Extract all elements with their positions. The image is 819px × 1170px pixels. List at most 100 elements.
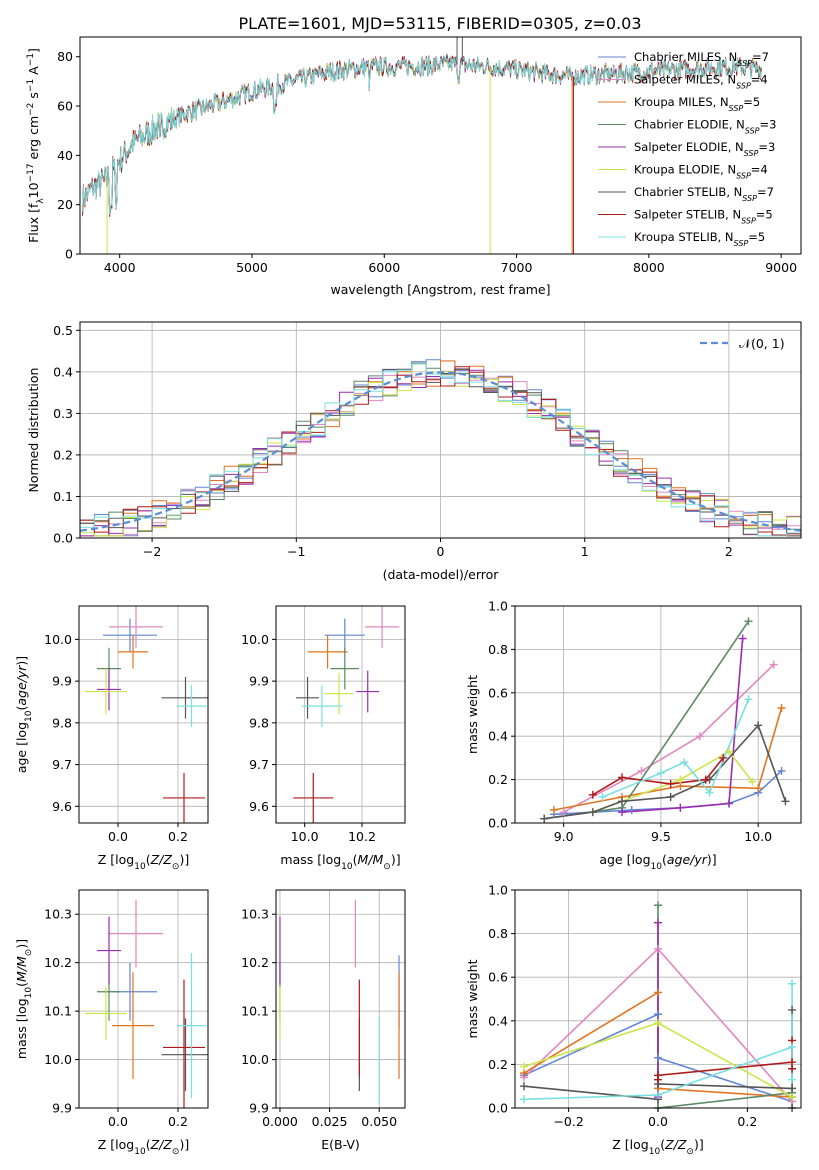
y-tick-label: 0.8 — [488, 642, 508, 657]
legend-label-normal: 𝒩(0, 1) — [739, 336, 785, 351]
legend-text: Chabrier ELODIE, N — [634, 118, 745, 132]
age_vs_mass-plot-area — [293, 606, 400, 823]
y-tick-label: 0 — [65, 247, 73, 262]
x-tick-label: 0.2 — [168, 1114, 188, 1129]
marker-chabrier_stelib — [788, 1084, 797, 1093]
x-tick-label: 10.0 — [291, 829, 319, 844]
y-tick-label: 0.6 — [488, 685, 508, 700]
mass_vs_EBV-plot-area — [279, 899, 400, 1104]
axes-frame — [78, 889, 209, 1109]
marker-kroupa_stelib — [788, 1042, 797, 1051]
legend-label-kroupa_miles: Kroupa MILES, NSSP=5 — [634, 95, 760, 113]
marker-kroupa_elodie — [519, 1062, 528, 1071]
label-part: 10 — [24, 987, 34, 999]
y-tick-label: 9.9 — [52, 1101, 72, 1116]
marker-salpeter_stelib — [654, 1071, 662, 1080]
marker-kroupa_miles — [654, 988, 662, 997]
x-tick-label: 0.050 — [361, 1114, 397, 1129]
y-tick-label: 9.7 — [249, 757, 269, 772]
label-part: Z/Z — [664, 1137, 687, 1152]
legend-text: Salpeter MILES, N — [634, 73, 736, 87]
legend-sub: SSP — [729, 104, 744, 113]
x-tick-label: 2 — [725, 544, 733, 559]
y-tick-label: 9.9 — [249, 1101, 269, 1116]
x-tick-label: 0.0 — [108, 829, 128, 844]
label-part: Z [log — [98, 1137, 134, 1152]
y-axis-label: Flux [fλ10−17 erg cm−2 s−1 A−1] — [26, 48, 46, 243]
line-kroupa_elodie — [592, 750, 754, 813]
x-tick-label: 0.0 — [648, 1114, 668, 1129]
label-part: 10 — [26, 182, 41, 198]
y-tick-label: 10.0 — [44, 632, 72, 647]
label-part: )] — [707, 852, 717, 867]
histogram-salpeter_stelib — [80, 366, 801, 537]
label-part: 10 — [24, 710, 34, 722]
y-tick-label: 10.1 — [44, 1004, 72, 1019]
y-tick-label: 10.0 — [241, 632, 269, 647]
marker-kroupa_elodie — [654, 1018, 662, 1027]
y-tick-label: 0.5 — [53, 323, 73, 338]
y-tick-label: 10.3 — [241, 907, 269, 922]
label-part: ⊙ — [172, 862, 180, 872]
axes-frame — [78, 605, 209, 824]
label-part: ] — [26, 48, 41, 53]
x-tick-label: 5000 — [236, 260, 268, 275]
marker-kroupa_elodie — [748, 777, 757, 786]
label-part: ( — [662, 852, 667, 867]
y-axis-label: mass weight — [465, 959, 480, 1038]
marker-chabrier_stelib — [540, 814, 549, 823]
label-part: ( — [146, 852, 151, 867]
y-tick-label: 9.6 — [52, 799, 72, 814]
legend-text: Salpeter ELODIE, N — [634, 140, 744, 154]
x-tick-label: −1 — [287, 544, 305, 559]
label-part: Z/Z — [150, 1137, 173, 1152]
figure-title: PLATE=1601, MJD=53115, FIBERID=0305, z=0… — [238, 14, 641, 33]
y-axis-label: mass weight — [465, 675, 480, 754]
axes-frame — [275, 889, 406, 1109]
y-tick-label: 0.0 — [53, 531, 73, 546]
y-tick-label: 0.4 — [53, 364, 73, 379]
label-part: age/yr — [14, 665, 29, 706]
legend-tail: =7 — [752, 50, 769, 64]
chart-layer: 4000 5000 6000 7000 8000 9000020406080wavelen… — [14, 36, 802, 1157]
label-part: mass [log — [14, 998, 29, 1059]
marker-salpeter_miles — [559, 808, 568, 817]
label-part: 10 — [134, 862, 146, 872]
label-part: ( — [353, 852, 358, 867]
y-tick-label: 0.6 — [488, 970, 508, 985]
label-part: age [log — [14, 722, 29, 773]
legend-sub: SSP — [741, 216, 756, 225]
x-tick-label: 0.2 — [168, 829, 188, 844]
label-part: 10 — [134, 1147, 146, 1157]
marker-chabrier_stelib — [754, 721, 763, 730]
label-part: ⊙ — [383, 862, 391, 872]
label-part: −17 — [26, 163, 36, 182]
marker-kroupa_stelib — [744, 695, 753, 704]
legend-tail: =5 — [756, 208, 773, 222]
label-part: s — [26, 92, 41, 103]
y-axis-label: age [log10(age/yr)] — [14, 656, 34, 773]
marker-salpeter_miles — [695, 732, 704, 741]
label-part: Z [log — [612, 1137, 648, 1152]
legend-label-salpeter_stelib: Salpeter STELIB, NSSP=5 — [634, 208, 773, 226]
legend-sub: SSP — [736, 171, 751, 180]
x-tick-label: 0.2 — [737, 1114, 757, 1129]
mass_vs_Z-axes: 0.0 0.29.910.010.110.210.3Z [log10(Z/Z⊙)]… — [14, 889, 209, 1157]
marker-salpeter_elodie — [738, 634, 747, 643]
axes-frame — [514, 605, 802, 824]
y-tick-label: 9.6 — [249, 799, 269, 814]
y-tick-label: 9.7 — [52, 757, 72, 772]
label-part: ( — [14, 706, 29, 711]
marker-chabrier_stelib — [781, 797, 790, 806]
y-tick-label: 0.2 — [53, 447, 73, 462]
label-part: 10 — [649, 1147, 661, 1157]
x-axis-label: Z [log10(Z/Z⊙)] — [98, 1137, 189, 1157]
x-tick-label: 7000 — [501, 260, 533, 275]
legend-text: Chabrier STELIB, N — [634, 185, 742, 199]
marker-chabrier_elodie — [654, 901, 662, 910]
y-tick-label: 20 — [57, 197, 73, 212]
y-tick-label: 60 — [57, 99, 73, 114]
normal-reference-curve — [80, 371, 801, 532]
marker-kroupa_stelib — [680, 758, 689, 767]
